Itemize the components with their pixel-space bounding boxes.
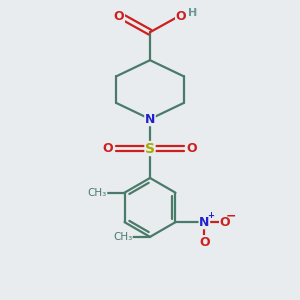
Text: O: O bbox=[114, 10, 124, 22]
Text: N: N bbox=[145, 112, 155, 126]
Text: CH₃: CH₃ bbox=[88, 188, 107, 198]
Text: N: N bbox=[199, 216, 209, 229]
Text: H: H bbox=[188, 8, 197, 18]
Text: O: O bbox=[103, 142, 113, 155]
Text: −: − bbox=[226, 210, 236, 223]
Text: O: O bbox=[176, 10, 186, 22]
Text: +: + bbox=[207, 211, 214, 220]
Text: O: O bbox=[187, 142, 197, 155]
Text: CH₃: CH₃ bbox=[113, 232, 132, 242]
Text: O: O bbox=[199, 236, 210, 249]
Text: S: S bbox=[145, 142, 155, 155]
Text: O: O bbox=[220, 216, 230, 229]
